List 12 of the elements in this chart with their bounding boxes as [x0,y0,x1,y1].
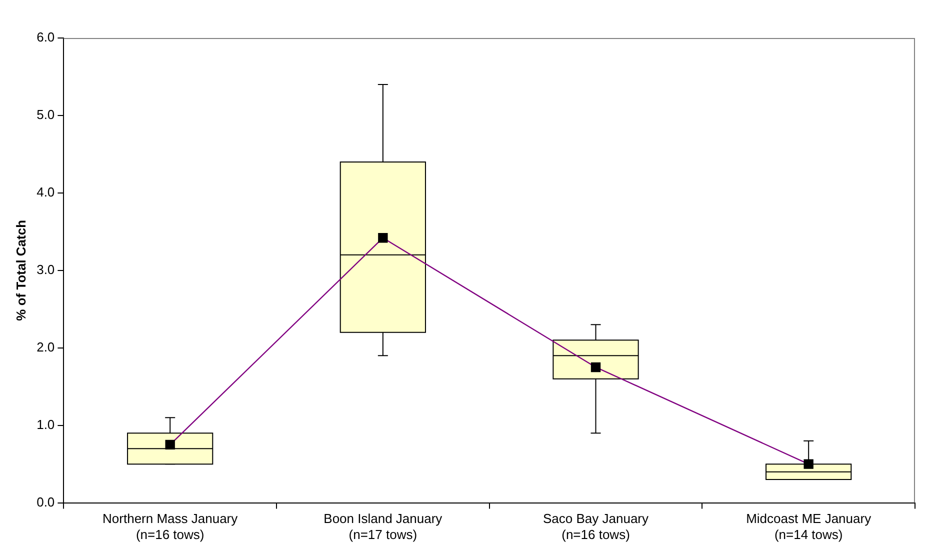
x-tick-label: Boon Island January (n=17 tows) [324,511,443,542]
y-axis-title: % of Total Catch [13,220,28,321]
y-tick-label: 1.0 [36,416,55,432]
y-tick-label: 6.0 [36,30,55,45]
x-tick-label: Midcoast ME January (n=14 tows) [746,511,872,542]
y-tick-label: 0.0 [36,494,55,510]
y-tick-label: 4.0 [36,184,55,200]
y-tick-label: 3.0 [36,262,55,277]
y-tick-label: 2.0 [36,339,55,354]
x-tick-label: Northern Mass January (n=16 tows) [102,511,238,542]
x-tick-label: Saco Bay January (n=16 tows) [542,511,649,542]
y-tick-label: 5.0 [36,107,55,122]
